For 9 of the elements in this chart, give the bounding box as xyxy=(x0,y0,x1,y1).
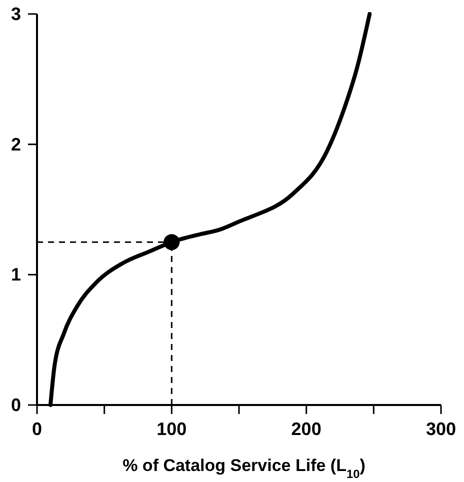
x-axis-title: % of Catalog Service Life (L$_{10}$) xyxy=(122,456,366,481)
x-tick-label: 300 xyxy=(426,419,456,439)
x-tick-label: 200 xyxy=(291,419,322,439)
x-tick-label: 100 xyxy=(156,419,187,439)
y-tick-label: 2 xyxy=(10,134,21,154)
y-tick-label: 0 xyxy=(10,395,21,415)
y-tick-label: 3 xyxy=(10,4,21,24)
y-tick-label: 1 xyxy=(10,264,21,285)
x-tick-label: 0 xyxy=(32,419,42,439)
